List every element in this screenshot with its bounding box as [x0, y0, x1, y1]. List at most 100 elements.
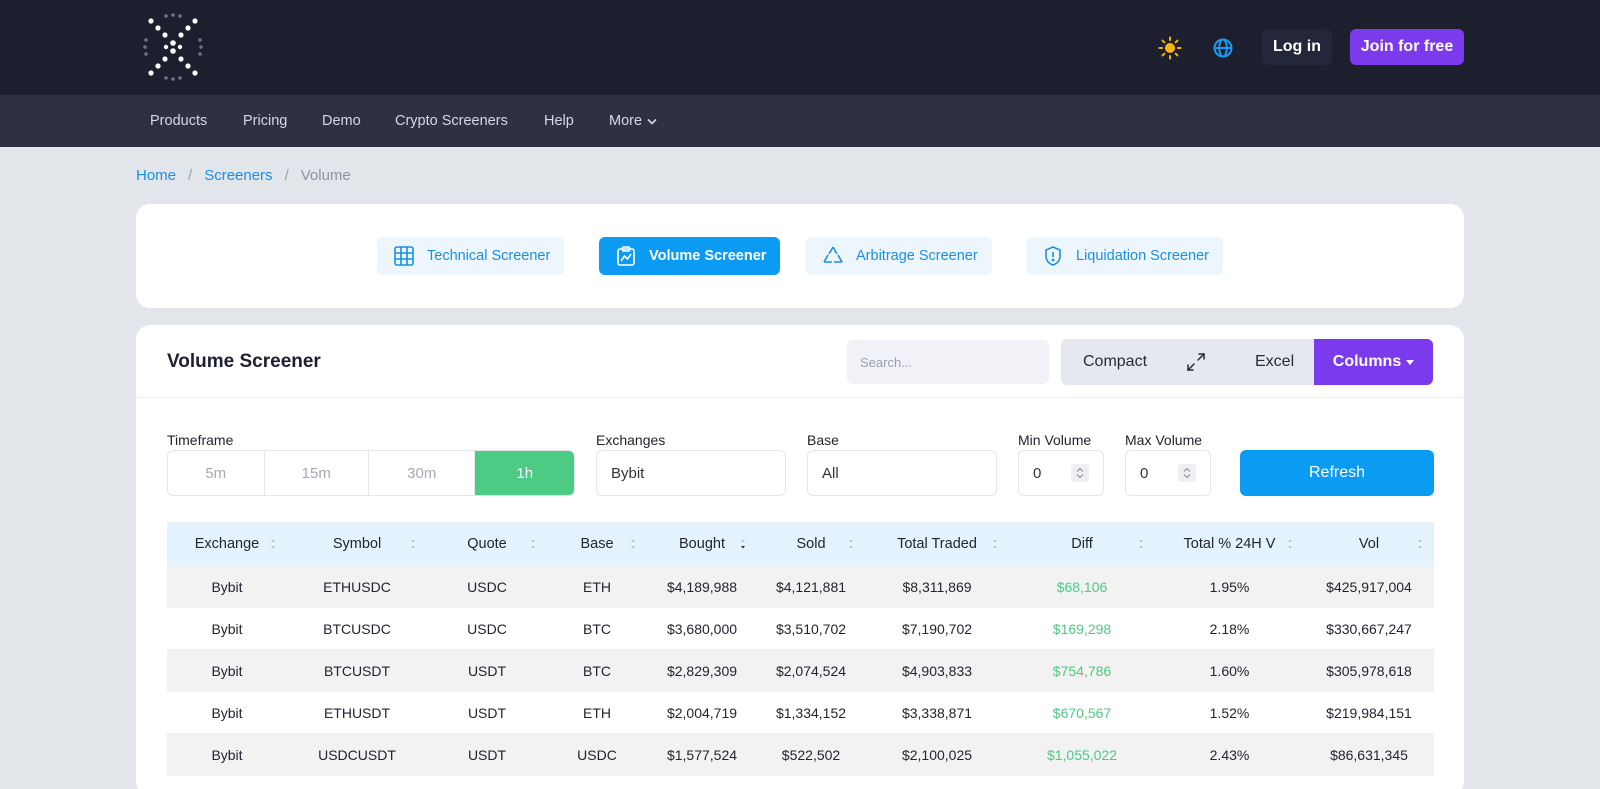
compact-button[interactable]: Compact	[1083, 353, 1148, 370]
base-select[interactable]: All	[807, 450, 997, 496]
cell-sold: $522,502	[781, 746, 841, 763]
stepper-icon[interactable]	[1178, 464, 1196, 482]
nav-item-products[interactable]: Products	[150, 113, 208, 129]
exchanges-label: Exchanges	[596, 432, 666, 448]
tab-volume-label: Volume Screener	[649, 248, 767, 264]
column-header-base[interactable]: Base	[547, 522, 647, 566]
sort-icon	[531, 539, 535, 549]
tab-volume-screener[interactable]: Volume Screener	[599, 237, 781, 275]
search-input[interactable]	[847, 340, 1049, 384]
cell-exchange: Bybit	[211, 704, 243, 721]
cell-total-pct-24h: 1.60%	[1209, 662, 1250, 679]
column-header-symbol[interactable]: Symbol	[287, 522, 427, 566]
cell-bought: $2,829,309	[666, 662, 738, 679]
cell-symbol: BTCUSDC	[323, 620, 391, 637]
cell-exchange: Bybit	[211, 662, 243, 679]
nav-item-crypto-screeners[interactable]: Crypto Screeners	[395, 113, 508, 129]
table-row[interactable]: Bybit BTCUSDC USDC BTC $3,680,000 $3,510…	[167, 608, 1434, 650]
table-row[interactable]: Bybit BTCUSDT USDT BTC $2,829,309 $2,074…	[167, 650, 1434, 692]
column-header-sold[interactable]: Sold	[757, 522, 865, 566]
tab-technical-label: Technical Screener	[427, 248, 551, 264]
screener-tabs-card: Technical Screener Volume Screener Arbit…	[136, 204, 1464, 308]
nav-bar: Products Pricing Demo Crypto Screeners H…	[0, 95, 1600, 147]
table-row[interactable]: Bybit USDCUSDT USDT USDC $1,577,524 $522…	[167, 734, 1434, 776]
table-row[interactable]: Bybit ETHUSDC USDC ETH $4,189,988 $4,121…	[167, 566, 1434, 608]
language-globe-icon[interactable]	[1212, 37, 1234, 59]
max-volume-value: 0	[1140, 464, 1149, 482]
logo-icon[interactable]	[142, 12, 204, 82]
tab-technical-screener[interactable]: Technical Screener	[377, 237, 565, 275]
expand-icon[interactable]	[1186, 352, 1206, 372]
base-label: Base	[807, 432, 839, 448]
cell-base: ETH	[583, 704, 611, 721]
column-header-label: Base	[580, 536, 614, 552]
timeframe-option-5m[interactable]: 5m	[168, 451, 265, 495]
cell-base: BTC	[583, 620, 611, 637]
page-title: Volume Screener	[167, 351, 321, 372]
column-header-diff[interactable]: Diff	[1009, 522, 1155, 566]
column-header-vol[interactable]: Vol	[1304, 522, 1434, 566]
excel-button[interactable]: Excel	[1255, 353, 1295, 370]
cell-total-traded: $7,190,702	[901, 620, 973, 637]
max-volume-input[interactable]: 0	[1125, 450, 1211, 496]
breadcrumb-home[interactable]: Home	[136, 167, 177, 184]
cell-quote: USDT	[467, 662, 507, 679]
min-volume-input[interactable]: 0	[1018, 450, 1104, 496]
join-button[interactable]: Join for free	[1350, 29, 1464, 65]
stepper-icon[interactable]	[1071, 464, 1089, 482]
column-header-label: Quote	[467, 536, 507, 552]
sort-icon	[993, 539, 997, 549]
refresh-button[interactable]: Refresh	[1240, 450, 1434, 496]
nav-more-label: More	[609, 113, 643, 129]
nav-item-more[interactable]: More	[609, 95, 657, 147]
table-row[interactable]: Bybit ETHUSDT USDT ETH $2,004,719 $1,334…	[167, 692, 1434, 734]
cell-total-pct-24h: 1.95%	[1209, 578, 1250, 595]
cell-quote: USDT	[467, 746, 507, 763]
cell-total-traded: $8,311,869	[902, 578, 972, 595]
column-header-exchange[interactable]: Exchange	[167, 522, 287, 566]
min-volume-label: Min Volume	[1018, 432, 1092, 448]
nav-item-pricing[interactable]: Pricing	[243, 113, 288, 129]
cell-bought: $3,680,000	[666, 620, 738, 637]
column-header-label: Sold	[796, 536, 826, 552]
column-header-label: Vol	[1358, 536, 1380, 552]
timeframe-option-30m[interactable]: 30m	[369, 451, 476, 495]
nav-item-demo[interactable]: Demo	[322, 113, 361, 129]
column-header-label: Total % 24H V	[1183, 536, 1276, 552]
tab-liquidation-label: Liquidation Screener	[1076, 248, 1210, 264]
breadcrumb-screeners[interactable]: Screeners	[204, 167, 273, 184]
column-header-quote[interactable]: Quote	[427, 522, 547, 566]
login-button[interactable]: Log in	[1262, 29, 1332, 65]
sort-icon	[849, 539, 853, 549]
sort-desc-icon	[741, 539, 745, 549]
nav-item-help[interactable]: Help	[544, 113, 574, 129]
column-header-total-pct-24h[interactable]: Total % 24H V	[1155, 522, 1304, 566]
breadcrumb-current: Volume	[300, 167, 351, 184]
cell-vol: $219,984,151	[1326, 704, 1412, 721]
cell-quote: USDC	[467, 620, 507, 637]
column-header-total-traded[interactable]: Total Traded	[865, 522, 1009, 566]
cell-total-traded: $4,903,833	[901, 662, 973, 679]
cell-exchange: Bybit	[211, 746, 243, 763]
cell-total-pct-24h: 2.18%	[1209, 620, 1250, 637]
tab-arbitrage-screener[interactable]: Arbitrage Screener	[806, 237, 992, 275]
max-volume-label: Max Volume	[1125, 432, 1203, 448]
cell-diff: $68,106	[1056, 578, 1108, 595]
cell-base: USDC	[577, 746, 617, 763]
timeframe-label: Timeframe	[167, 432, 234, 448]
timeframe-option-15m[interactable]: 15m	[265, 451, 370, 495]
theme-sun-icon[interactable]	[1158, 36, 1182, 60]
columns-dropdown-button[interactable]: Columns	[1314, 339, 1433, 385]
cell-bought: $1,577,524	[666, 746, 738, 763]
exchanges-select[interactable]: Bybit	[596, 450, 786, 496]
timeframe-option-1h[interactable]: 1h	[475, 451, 574, 495]
cell-vol: $86,631,345	[1330, 746, 1408, 763]
column-header-label: Exchange	[194, 536, 260, 552]
divider	[136, 397, 1464, 398]
cell-symbol: BTCUSDT	[323, 662, 391, 679]
cell-total-pct-24h: 2.43%	[1209, 746, 1250, 763]
cell-symbol: ETHUSDC	[323, 578, 391, 595]
table-header: Exchange Symbol Quote Base Bought Sold T…	[167, 522, 1434, 566]
column-header-bought[interactable]: Bought	[647, 522, 757, 566]
tab-liquidation-screener[interactable]: Liquidation Screener	[1026, 237, 1224, 275]
